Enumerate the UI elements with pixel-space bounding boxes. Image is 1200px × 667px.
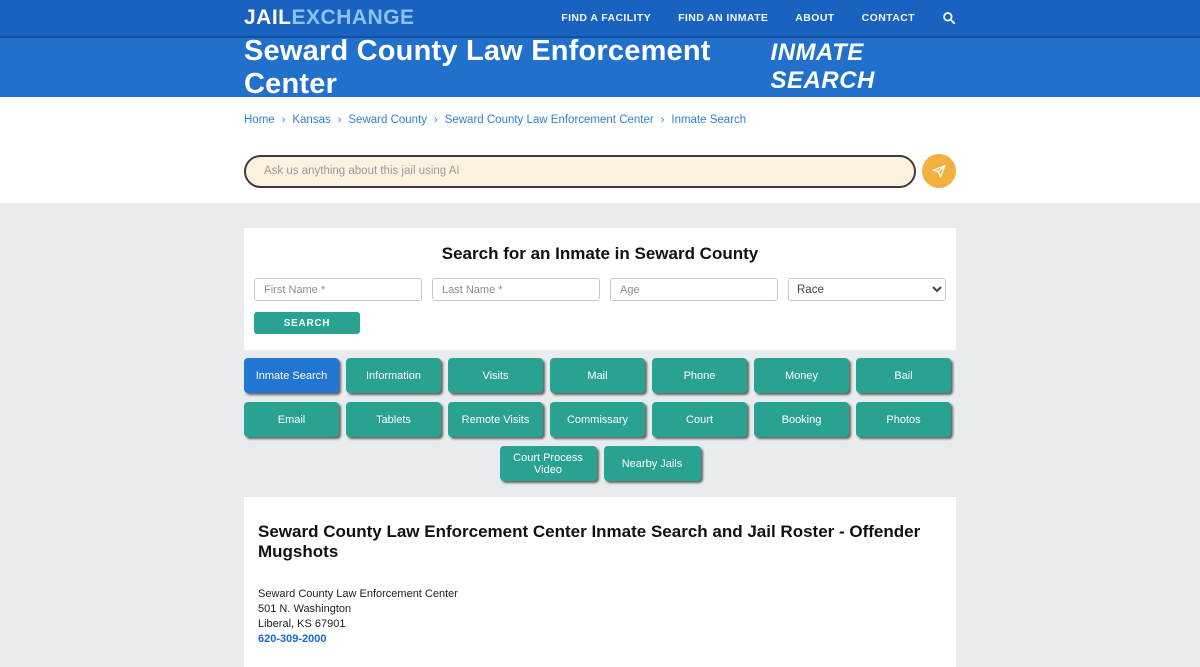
- site-logo[interactable]: JAILEXCHANGE: [244, 6, 415, 30]
- inmate-search-card: Search for an Inmate in Seward County Ra…: [244, 228, 956, 350]
- inmate-search-title: Search for an Inmate in Seward County: [441, 244, 759, 263]
- nav-button-commissary[interactable]: Commissary: [550, 402, 645, 437]
- logo-part-exchange: EXCHANGE: [291, 6, 415, 29]
- chevron-right-icon: ›: [660, 114, 665, 126]
- nav-button-bail[interactable]: Bail: [856, 358, 951, 393]
- nav-button-money[interactable]: Money: [754, 358, 849, 393]
- chevron-right-icon: ›: [434, 114, 438, 126]
- breadcrumb-inmate-search[interactable]: Inmate Search: [671, 114, 747, 126]
- facility-address-line1: 501 N. Washington: [258, 603, 352, 615]
- page-title: Seward County Law Enforcement Center: [244, 34, 711, 100]
- facility-phone-link[interactable]: 620-309-2000: [258, 633, 327, 645]
- chevron-right-icon: ›: [281, 114, 286, 126]
- nav-button-mail[interactable]: Mail: [550, 358, 645, 393]
- facility-address-line2: Liberal, KS 67901: [258, 618, 346, 630]
- race-select[interactable]: Race: [788, 278, 946, 301]
- top-nav-links: FIND A FACILITY FIND AN INMATE ABOUT CON…: [561, 11, 956, 25]
- breadcrumb-kansas[interactable]: Kansas: [292, 114, 331, 126]
- age-field[interactable]: [610, 278, 778, 301]
- search-icon[interactable]: [942, 11, 956, 25]
- top-nav-bar: JAILEXCHANGE FIND A FACILITY FIND AN INM…: [0, 0, 1200, 38]
- page-header: Seward County Law Enforcement Center INM…: [0, 35, 1200, 100]
- nav-button-phone[interactable]: Phone: [652, 358, 747, 393]
- main-content: Search for an Inmate in Seward County Ra…: [0, 203, 1200, 667]
- nav-link-contact[interactable]: CONTACT: [861, 12, 915, 24]
- nav-button-visits[interactable]: Visits: [448, 358, 543, 393]
- search-button[interactable]: SEARCH: [254, 312, 360, 334]
- nav-button-booking[interactable]: Booking: [754, 402, 849, 437]
- ai-search-row: [244, 154, 956, 188]
- nav-button-tablets[interactable]: Tablets: [346, 402, 441, 437]
- facility-nav-grid-row3: Court Process Video Nearby Jails: [244, 446, 956, 481]
- facility-info-heading: Seward County Law Enforcement Center Inm…: [258, 522, 921, 561]
- ai-send-button[interactable]: [922, 154, 956, 188]
- facility-nav-grid: Inmate Search Information Visits Mail Ph…: [244, 358, 956, 437]
- breadcrumb-facility[interactable]: Seward County Law Enforcement Center: [444, 114, 654, 126]
- nav-link-about[interactable]: ABOUT: [795, 12, 835, 24]
- page-subtitle: INMATE SEARCH: [770, 38, 875, 94]
- inmate-search-fields: Race: [254, 278, 946, 301]
- facility-info-card: Seward County Law Enforcement Center Inm…: [244, 497, 956, 667]
- nav-button-email[interactable]: Email: [244, 402, 339, 437]
- nav-button-court[interactable]: Court: [652, 402, 747, 437]
- breadcrumb-home[interactable]: Home: [244, 114, 275, 126]
- logo-part-jail: JAIL: [244, 6, 292, 29]
- nav-button-photos[interactable]: Photos: [856, 402, 951, 437]
- breadcrumb-ai-strip: Home › Kansas › Seward County › Seward C…: [0, 97, 1200, 203]
- nav-button-information[interactable]: Information: [346, 358, 441, 393]
- paper-plane-icon: [932, 165, 946, 178]
- facility-address-block: Seward County Law Enforcement Center 501…: [258, 587, 942, 647]
- first-name-field[interactable]: [254, 278, 422, 301]
- facility-name: Seward County Law Enforcement Center: [258, 588, 458, 600]
- nav-button-court-process-video[interactable]: Court Process Video: [499, 446, 597, 481]
- nav-link-find-an-inmate[interactable]: FIND AN INMATE: [678, 12, 769, 24]
- last-name-field[interactable]: [432, 278, 600, 301]
- nav-button-remote-visits[interactable]: Remote Visits: [448, 402, 543, 437]
- nav-button-inmate-search[interactable]: Inmate Search: [244, 358, 339, 393]
- breadcrumb: Home › Kansas › Seward County › Seward C…: [244, 114, 956, 126]
- nav-button-nearby-jails[interactable]: Nearby Jails: [603, 446, 701, 481]
- breadcrumb-seward-county[interactable]: Seward County: [348, 114, 428, 126]
- nav-link-find-a-facility[interactable]: FIND A FACILITY: [561, 12, 652, 24]
- ai-search-input[interactable]: [244, 154, 916, 188]
- chevron-right-icon: ›: [337, 114, 342, 126]
